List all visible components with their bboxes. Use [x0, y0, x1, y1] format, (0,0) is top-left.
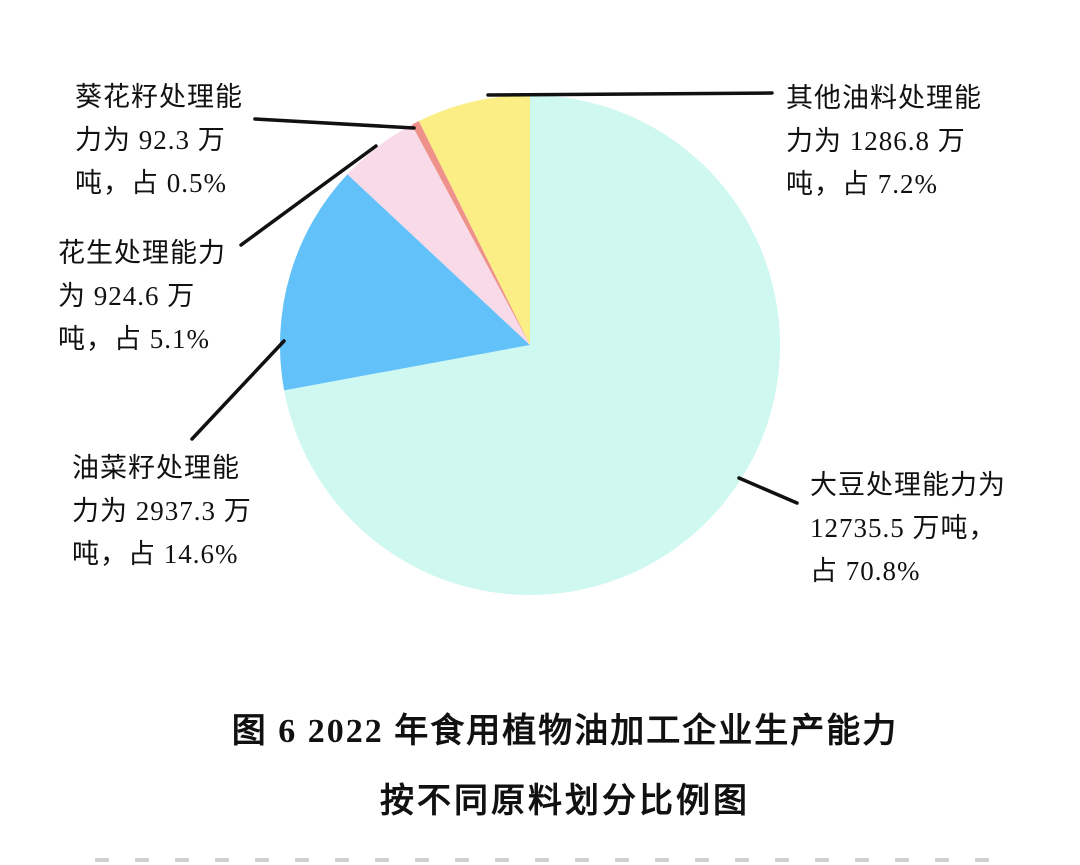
figure-title-line1: 图 6 2022 年食用植物油加工企业生产能力 [231, 713, 899, 750]
figure-title-line2: 按不同原料划分比例图 [380, 783, 750, 820]
pie-slice-4 [418, 95, 530, 345]
pie-slices-group [280, 95, 781, 595]
callout-soybean: 大豆处理能力为 12735.5 万吨， 占 70.8% [810, 470, 1006, 586]
leader-line-peanut [239, 144, 378, 247]
callout-peanut: 花生处理能力 为 924.6 万 吨，占 5.1% [58, 238, 226, 354]
figure-title: 图 6 2022 年食用植物油加工企业生产能力 按不同原料划分比例图 [50, 712, 1080, 822]
callout-rapeseed: 油菜籽处理能 力为 2937.3 万 吨，占 14.6% [72, 453, 252, 569]
leader-line-other-oils [486, 91, 774, 97]
pie-slice-1 [280, 174, 530, 391]
callout-sunflower: 葵花籽处理能 力为 92.3 万 吨，占 0.5% [75, 82, 243, 198]
pie-slice-0 [284, 95, 781, 595]
leader-line-sunflower [253, 117, 416, 130]
leader-line-soybean [737, 476, 799, 505]
leader-line-rapeseed [190, 339, 286, 441]
pie-slice-3 [411, 121, 530, 345]
leader-lines-group [190, 91, 799, 505]
cropped-text-artifact [95, 858, 1000, 862]
pie-slice-2 [347, 124, 530, 345]
callout-other-oils: 其他油料处理能 力为 1286.8 万 吨，占 7.2% [786, 83, 982, 199]
